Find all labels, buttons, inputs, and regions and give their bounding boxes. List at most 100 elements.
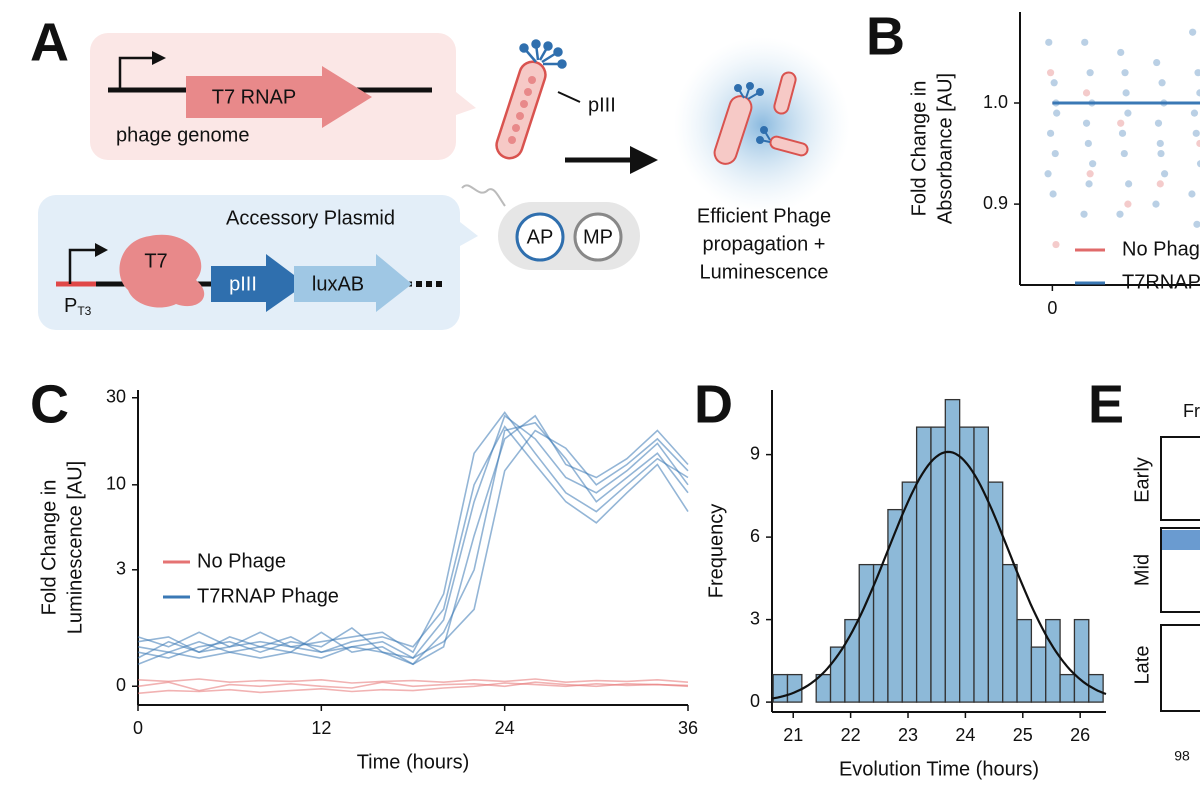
point — [1044, 170, 1052, 178]
promoter-label: PT3 — [64, 295, 92, 318]
x-tick-label: 0 — [133, 718, 143, 738]
row-label: Late — [1131, 646, 1153, 685]
point — [1117, 48, 1125, 57]
point — [1196, 89, 1200, 97]
plasmid-pill: AP MP — [461, 184, 640, 270]
panel-label: C — [30, 374, 69, 434]
plasmid-name: AP — [527, 226, 554, 248]
promoter: P — [64, 295, 77, 317]
point — [1189, 28, 1197, 36]
point — [1188, 190, 1196, 198]
point — [1160, 170, 1169, 178]
y-tick-label: 10 — [106, 474, 126, 494]
point — [1081, 38, 1089, 46]
point — [1089, 160, 1097, 168]
point — [1084, 139, 1092, 148]
y-tick-label: 30 — [106, 387, 126, 407]
point — [1196, 160, 1200, 168]
point — [1196, 139, 1200, 148]
row-label: Early — [1131, 457, 1153, 503]
point — [1125, 180, 1133, 188]
series-line — [137, 678, 689, 684]
phage-genome-box: T7 RNAP phage genome — [90, 33, 476, 160]
point — [1082, 89, 1091, 97]
y-axis-label: Frequency — [705, 504, 727, 599]
point — [1046, 129, 1055, 137]
y-tick-label: 6 — [750, 526, 760, 546]
promoter-subscript: T3 — [77, 304, 91, 318]
x-tick-label: 98 — [1174, 748, 1190, 764]
row-label: Mid — [1131, 554, 1153, 586]
x-tick-label: 24 — [495, 718, 515, 738]
y-axis-label: Luminescence [AU] — [64, 461, 86, 634]
outcome-text: Luminescence — [700, 261, 829, 283]
chart: 0 3 10 30 0 12 24 36 Fold Change in Luminescence … — [38, 387, 698, 774]
point — [1086, 170, 1094, 178]
series-line — [137, 414, 689, 666]
point — [1154, 119, 1163, 127]
point — [1053, 109, 1061, 117]
point — [1082, 119, 1091, 127]
point — [1120, 149, 1128, 158]
point — [1121, 69, 1129, 77]
bar — [872, 563, 889, 703]
x-tick-label: 22 — [841, 725, 861, 745]
x-tick-label: 26 — [1070, 725, 1090, 745]
y-tick-label: 9 — [750, 443, 760, 463]
bar — [1059, 673, 1076, 703]
point — [1194, 69, 1200, 77]
point — [1156, 139, 1164, 148]
legend-label: T7RNAP Phage — [197, 585, 339, 607]
legend-label: T7RNAP Phage — [1122, 271, 1200, 293]
panel-label: B — [866, 6, 905, 66]
bar — [901, 481, 918, 703]
x-tick-label: 23 — [898, 725, 918, 745]
y-axis-label: Fold Change in — [38, 480, 60, 616]
point — [1116, 210, 1124, 218]
bar — [987, 481, 1004, 703]
point — [1086, 69, 1094, 77]
bar — [1016, 618, 1033, 703]
y-axis-label: Absorbance [AU] — [934, 73, 956, 224]
point — [1124, 200, 1132, 208]
x-tick-label: 36 — [678, 718, 698, 738]
plasmid-box: Accessory Plasmid T7 pIII luxAB PT3 — [38, 195, 478, 330]
series-line — [137, 682, 689, 695]
point — [1046, 69, 1055, 77]
series-line — [137, 421, 689, 666]
panel-title: Fr — [1183, 401, 1200, 421]
y-axis-label: Fold Change in — [908, 81, 930, 217]
x-tick-label: 12 — [311, 718, 331, 738]
fit-curve — [771, 450, 1107, 700]
outcome-text: Efficient Phage — [697, 205, 831, 227]
point — [1152, 200, 1160, 208]
panel-label: A — [30, 12, 69, 72]
point — [1193, 220, 1200, 228]
series-line — [137, 414, 689, 660]
y-tick-label: 3 — [116, 559, 126, 579]
polymerase-label: T7 — [144, 250, 167, 272]
panel-label: D — [694, 374, 733, 434]
series-line — [137, 411, 689, 654]
series-line — [137, 425, 689, 654]
protein-label: pIII — [588, 94, 616, 116]
point — [1192, 129, 1200, 137]
gene-label: luxAB — [312, 273, 364, 295]
y-tick-label: 0.9 — [983, 193, 1008, 213]
point — [1050, 79, 1058, 87]
point — [1157, 149, 1165, 158]
phage-cell: pIII — [495, 39, 616, 160]
chart: 0.9 1.0 0 Fold Change in Absorbance [AU] No P… — [908, 12, 1200, 318]
x-tick-label: 25 — [1013, 725, 1033, 745]
bar — [1088, 673, 1104, 703]
point — [1049, 190, 1057, 198]
y-tick-label: 0 — [750, 691, 760, 711]
plasmid-name: MP — [583, 226, 613, 248]
point — [1117, 119, 1125, 127]
x-axis-label: Evolution Time (hours) — [839, 758, 1039, 780]
bar — [973, 426, 990, 703]
series-line — [137, 429, 689, 659]
bar — [959, 426, 975, 703]
point — [1085, 180, 1093, 188]
